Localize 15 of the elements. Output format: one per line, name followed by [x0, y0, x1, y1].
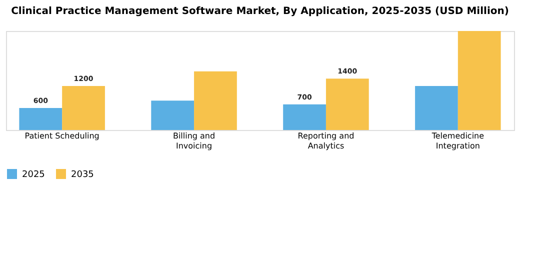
x-tick-label: Reporting and Analytics — [298, 132, 354, 150]
bar — [62, 86, 105, 130]
x-tick-label: Telemedicine Integration — [430, 132, 484, 150]
legend-label: 2025 — [22, 170, 45, 180]
bar — [458, 31, 501, 130]
legend-label: 2035 — [71, 170, 94, 180]
bar — [283, 104, 326, 130]
chart-title: Clinical Practice Management Software Market, By Application, 2025-2035 (USD Million) — [11, 6, 509, 17]
bar — [326, 78, 369, 130]
bar — [151, 100, 194, 130]
x-tick-label: Billing and Invoicing — [172, 132, 216, 150]
bar — [19, 108, 62, 130]
bar — [194, 71, 237, 130]
bar — [415, 86, 458, 130]
x-tick-label: Patient Scheduling — [24, 132, 100, 140]
